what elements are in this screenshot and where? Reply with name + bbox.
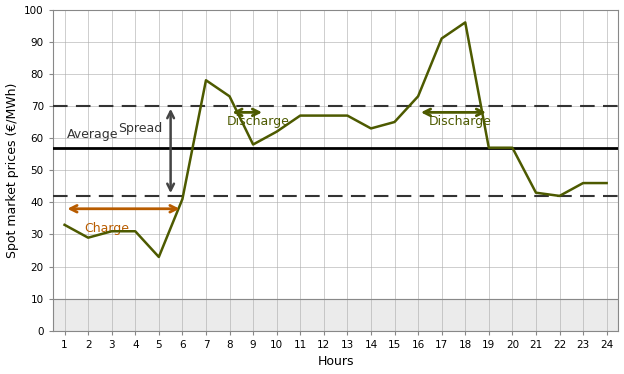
Text: Discharge: Discharge bbox=[429, 116, 492, 128]
Text: Spread: Spread bbox=[118, 122, 162, 135]
Bar bbox=[53, 299, 618, 331]
Y-axis label: Spot market prices (€/MWh): Spot market prices (€/MWh) bbox=[6, 83, 19, 258]
X-axis label: Hours: Hours bbox=[318, 355, 354, 368]
Text: Charge: Charge bbox=[84, 222, 129, 234]
Text: Average: Average bbox=[67, 128, 119, 141]
Text: Discharge: Discharge bbox=[227, 116, 290, 128]
